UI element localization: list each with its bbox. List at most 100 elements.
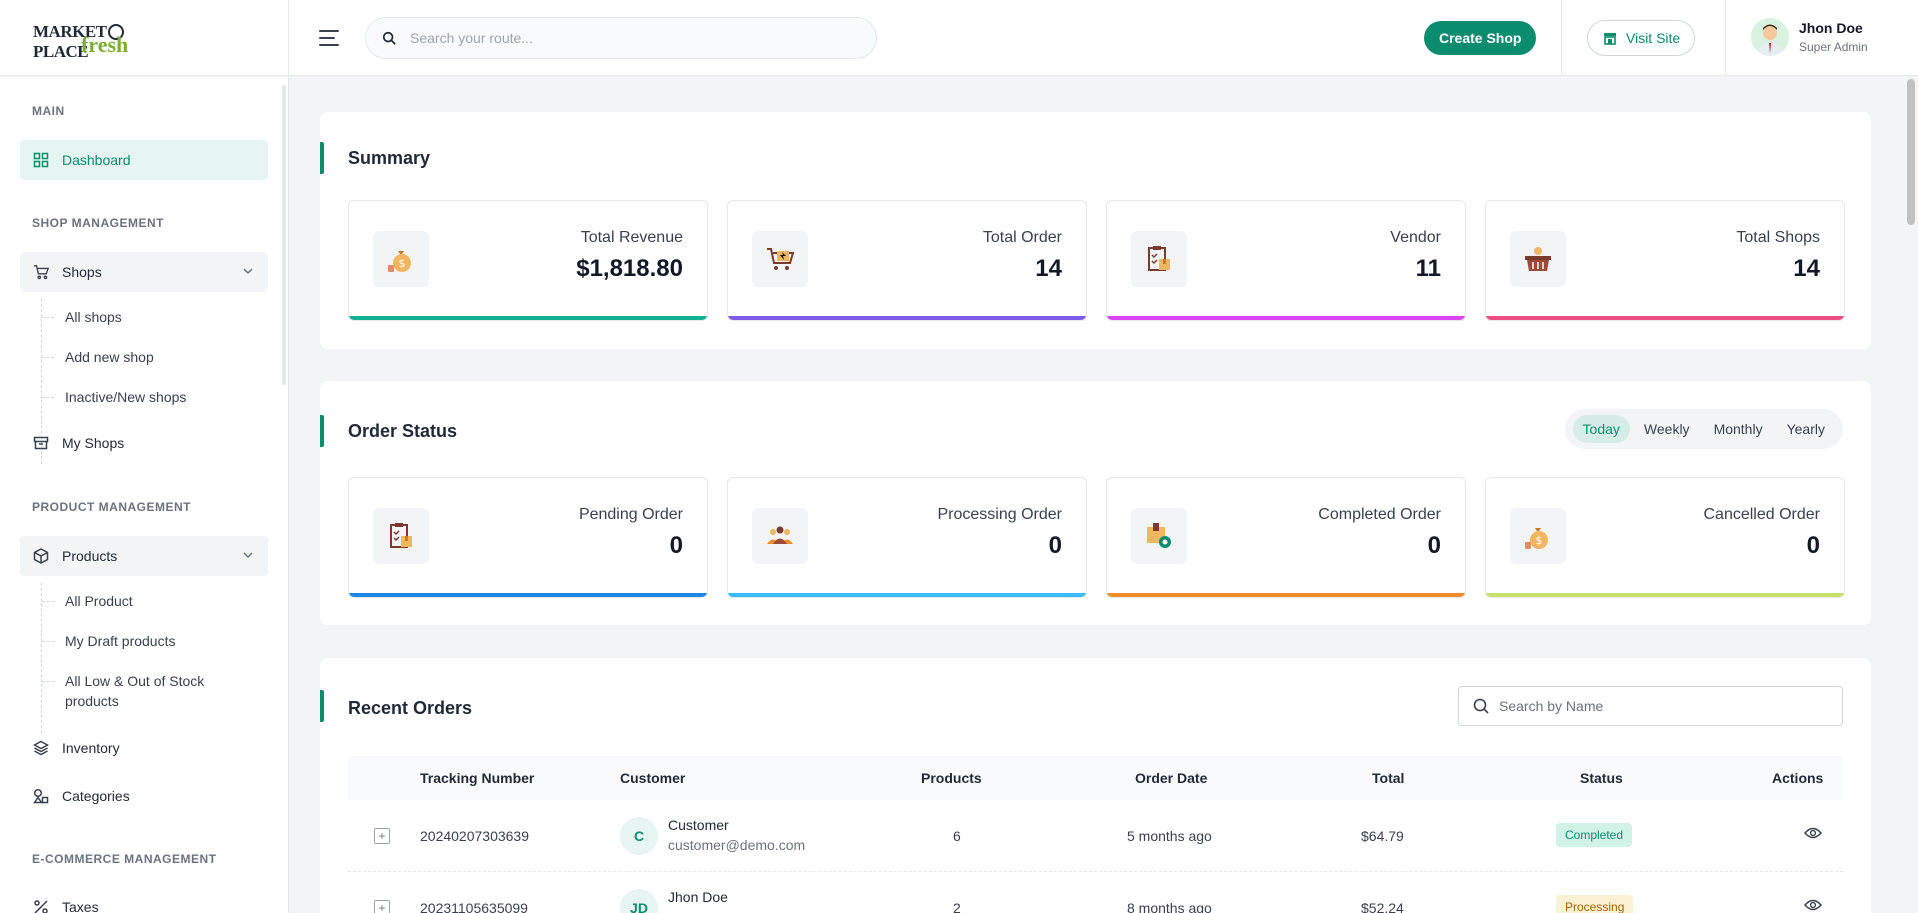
products-count: 6 bbox=[953, 828, 961, 844]
recent-orders-card: Recent Orders Tracking Number Customer P… bbox=[320, 658, 1871, 913]
sidebar-item-categories[interactable]: Categories bbox=[20, 776, 268, 816]
order-total: $64.79 bbox=[1361, 828, 1404, 844]
sidebar-item-products[interactable]: Products bbox=[20, 536, 268, 576]
header-divider bbox=[1725, 0, 1726, 76]
sidebar-subitem-all-shops[interactable]: All shops bbox=[65, 309, 122, 325]
user-name: Jhon Doe bbox=[1799, 20, 1863, 36]
stat-value: 0 bbox=[1427, 532, 1441, 559]
marketplace-logo[interactable]: MARKETPLACE fresh bbox=[33, 21, 129, 61]
chevron-down-icon bbox=[243, 268, 253, 275]
tab-weekly[interactable]: Weekly bbox=[1643, 421, 1690, 437]
stat-total-shops: Total Shops 14 bbox=[1485, 200, 1845, 321]
stat-label: Cancelled Order bbox=[1703, 506, 1821, 523]
sidebar-subitem-all-product[interactable]: All Product bbox=[65, 593, 133, 609]
stat-label: Total Revenue bbox=[580, 229, 683, 246]
col-products[interactable]: Products bbox=[921, 770, 982, 786]
stat-vendor: Vendor 11 bbox=[1106, 200, 1466, 321]
expand-row-icon[interactable]: + bbox=[374, 828, 390, 844]
top-header: MARKETPLACE fresh Create Shop Visit Site… bbox=[0, 0, 1918, 76]
main-scrollbar[interactable] bbox=[1904, 77, 1918, 913]
sidebar-scrollbar[interactable] bbox=[282, 85, 286, 385]
visit-site-label: Visit Site bbox=[1626, 30, 1681, 46]
sidebar-subitem-draft-products[interactable]: My Draft products bbox=[65, 633, 176, 649]
tab-yearly[interactable]: Yearly bbox=[1786, 421, 1825, 437]
stat-completed-order: Completed Order 0 bbox=[1106, 477, 1466, 598]
tab-monthly[interactable]: Monthly bbox=[1713, 421, 1763, 437]
order-status-title: Order Status bbox=[348, 421, 458, 441]
dashboard-grid-icon bbox=[33, 152, 49, 168]
visit-site-button[interactable]: Visit Site bbox=[1587, 20, 1696, 56]
col-customer[interactable]: Customer bbox=[620, 770, 686, 786]
route-search-box bbox=[365, 16, 877, 59]
order-date: 8 months ago bbox=[1127, 900, 1212, 913]
section-main-heading: MAIN bbox=[32, 104, 65, 118]
people-icon bbox=[752, 508, 808, 564]
sidebar-subitem-low-stock[interactable]: All Low & Out of Stock products bbox=[65, 673, 205, 709]
user-avatar bbox=[1751, 18, 1789, 56]
search-icon bbox=[1473, 698, 1489, 714]
sidebar-subitem-add-new-shop[interactable]: Add new shop bbox=[65, 349, 154, 365]
sidebar-item-dashboard[interactable]: Dashboard bbox=[20, 140, 268, 180]
stat-label: Total Order bbox=[982, 229, 1062, 246]
expand-row-icon[interactable]: + bbox=[374, 900, 390, 913]
header-divider bbox=[1561, 0, 1562, 76]
money-bag-icon: $ bbox=[1510, 508, 1566, 564]
route-search-input[interactable] bbox=[410, 29, 850, 46]
col-total[interactable]: Total bbox=[1372, 770, 1405, 786]
customer-name: Jhon Doe bbox=[668, 889, 728, 905]
stat-color-bar bbox=[728, 316, 1086, 320]
stat-value: 0 bbox=[669, 532, 683, 559]
tracking-number: 20231105635099 bbox=[420, 900, 528, 913]
sidebar-item-my-shops[interactable]: My Shops bbox=[20, 423, 268, 463]
stat-value: $1,818.80 bbox=[576, 255, 683, 282]
layers-icon bbox=[33, 740, 49, 756]
col-order-date[interactable]: Order Date bbox=[1135, 770, 1208, 786]
order-status-card: Order Status Today Weekly Monthly Yearly… bbox=[320, 381, 1871, 625]
stat-color-bar bbox=[1107, 593, 1465, 597]
section-shop-heading: SHOP MANAGEMENT bbox=[32, 216, 164, 230]
chevron-down-icon bbox=[243, 552, 253, 559]
clipboard-icon bbox=[1131, 231, 1187, 287]
clipboard-icon bbox=[373, 508, 429, 564]
eye-icon[interactable] bbox=[1804, 826, 1822, 840]
sidebar-subitem-inactive-shops[interactable]: Inactive/New shops bbox=[65, 389, 187, 405]
create-shop-button[interactable]: Create Shop bbox=[1424, 21, 1537, 55]
stat-total-order: Total Order 14 bbox=[727, 200, 1087, 321]
search-icon bbox=[382, 31, 396, 45]
recent-orders-title: Recent Orders bbox=[348, 698, 473, 718]
user-role: Super Admin bbox=[1799, 40, 1868, 54]
stat-value: 14 bbox=[1793, 255, 1820, 282]
percent-icon bbox=[33, 899, 49, 913]
status-badge: Completed bbox=[1556, 823, 1633, 847]
table-row: + 20240207303639 C Customer customer@dem… bbox=[348, 800, 1843, 872]
stat-label: Completed Order bbox=[1318, 506, 1441, 523]
sidebar-item-shops[interactable]: Shops bbox=[20, 252, 268, 292]
archive-box-icon bbox=[33, 435, 49, 451]
stat-color-bar bbox=[1107, 316, 1465, 320]
summary-title: Summary bbox=[348, 148, 431, 168]
menu-toggle-icon[interactable] bbox=[319, 28, 343, 48]
customer-avatar: JD bbox=[620, 889, 658, 913]
svg-text:$: $ bbox=[1536, 534, 1543, 547]
shapes-icon bbox=[33, 788, 49, 804]
stat-color-bar bbox=[728, 593, 1086, 597]
tab-today[interactable]: Today bbox=[1572, 415, 1630, 443]
section-ecommerce-heading: E-COMMERCE MANAGEMENT bbox=[32, 852, 217, 866]
sidebar-item-taxes[interactable]: Taxes bbox=[20, 887, 268, 913]
section-product-heading: PRODUCT MANAGEMENT bbox=[32, 500, 191, 514]
col-status[interactable]: Status bbox=[1580, 770, 1623, 786]
stat-pending-order: Pending Order 0 bbox=[348, 477, 708, 598]
user-menu[interactable]: Jhon Doe Super Admin bbox=[1751, 18, 1868, 56]
package-gear-icon bbox=[1131, 508, 1187, 564]
eye-icon[interactable] bbox=[1804, 898, 1822, 912]
stat-processing-order: Processing Order 0 bbox=[727, 477, 1087, 598]
stat-value: 0 bbox=[1048, 532, 1062, 559]
tracking-number: 20240207303639 bbox=[420, 828, 530, 844]
stat-label: Pending Order bbox=[578, 506, 683, 523]
stat-label: Total Shops bbox=[1736, 229, 1820, 246]
customer-email: customer@demo.com bbox=[668, 837, 806, 853]
sidebar-item-inventory[interactable]: Inventory bbox=[20, 728, 268, 768]
name-search-input[interactable] bbox=[1499, 698, 1829, 714]
customer-avatar: C bbox=[620, 817, 658, 855]
col-tracking-number[interactable]: Tracking Number bbox=[420, 770, 535, 786]
